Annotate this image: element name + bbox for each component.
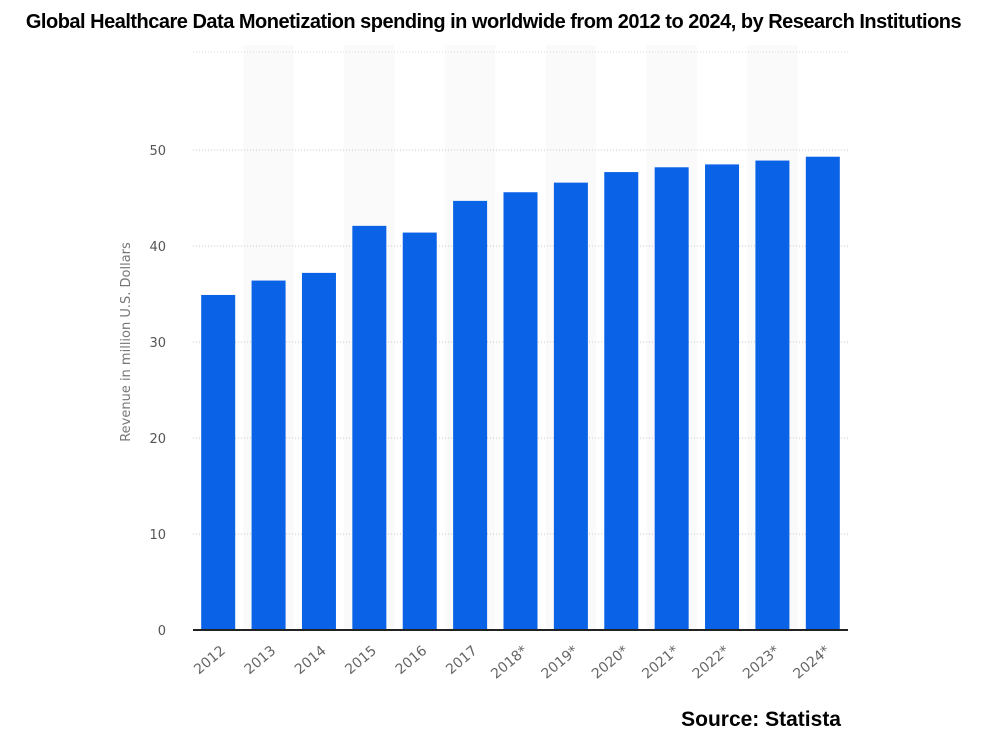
y-axis-label: Revenue in million U.S. Dollars: [119, 242, 134, 442]
x-tick-label: 2022*: [690, 643, 733, 683]
chart-title: Global Healthcare Data Monetization spen…: [25, 11, 962, 33]
x-tick-label: 2020*: [589, 643, 632, 683]
bar: [503, 192, 538, 631]
x-tick-label: 2012: [191, 643, 229, 678]
bars: [201, 156, 840, 631]
x-tick-label: 2013: [242, 643, 280, 678]
bar: [301, 272, 336, 630]
x-tick-label: 2019*: [539, 643, 582, 683]
bar: [251, 280, 286, 630]
bar: [805, 156, 840, 630]
x-tick-label: 2023*: [740, 643, 783, 683]
bar: [654, 167, 689, 630]
bar: [201, 294, 236, 630]
x-tick-labels: 2012 2013 2014 2015 2016 2017 2018* 2019* 2020* 2…: [191, 643, 833, 683]
y-tick-label: 30: [149, 336, 166, 351]
y-tick-label: 40: [149, 240, 166, 255]
source-note: Source: Statista: [681, 708, 841, 731]
y-tick-label: 0: [158, 624, 166, 639]
x-tick-label: 2014: [292, 643, 330, 678]
x-tick-label: 2018*: [488, 643, 531, 683]
bar: [705, 164, 740, 630]
x-tick-label: 2021*: [639, 643, 682, 683]
x-tick-label: 2017: [443, 643, 481, 678]
bar: [402, 232, 437, 630]
y-tick-label: 20: [149, 432, 166, 447]
bar: [755, 160, 790, 630]
x-tick-label: 2015: [342, 643, 380, 678]
y-tick-label: 50: [149, 144, 166, 159]
y-tick-label: 10: [149, 528, 166, 543]
y-tick-labels: 0 10 20 30 40 50: [149, 144, 166, 639]
x-tick-label: 2024*: [790, 643, 833, 683]
x-tick-label: 2016: [393, 643, 431, 678]
bar: [352, 225, 387, 630]
bar: [553, 182, 588, 630]
bar: [604, 172, 639, 630]
bar: [453, 200, 488, 630]
